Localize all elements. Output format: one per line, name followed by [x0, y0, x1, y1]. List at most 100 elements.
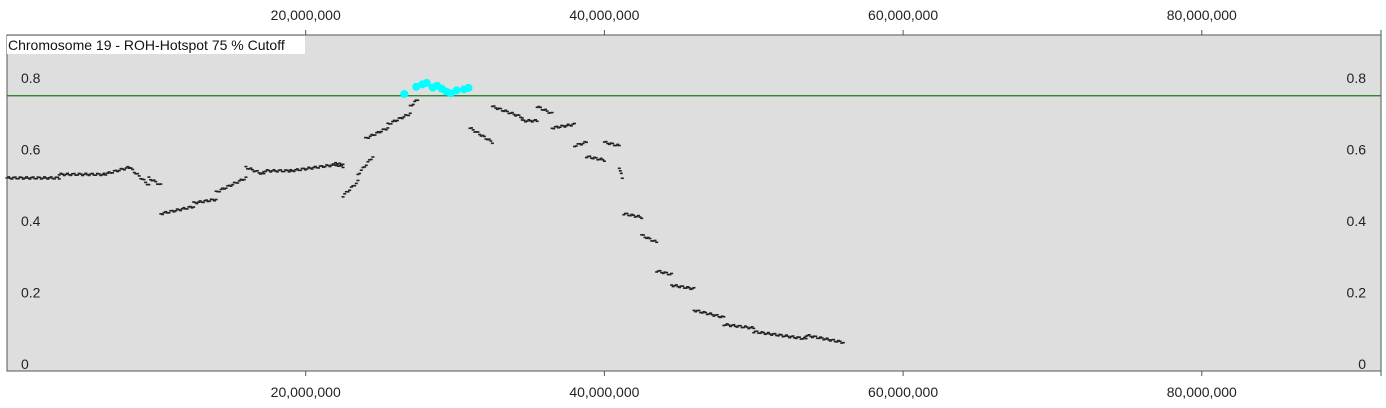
- data-point: [673, 284, 677, 287]
- data-point: [89, 173, 93, 175]
- data-point: [174, 210, 178, 212]
- data-point: [74, 174, 78, 177]
- data-point: [20, 176, 24, 179]
- data-point: [830, 338, 834, 341]
- data-point: [579, 143, 583, 146]
- data-point: [159, 183, 163, 185]
- data-point: [569, 125, 573, 127]
- data-point: [49, 176, 53, 178]
- data-point: [717, 315, 721, 318]
- data-point: [692, 309, 696, 312]
- y-tick-label-right: 0.8: [1347, 70, 1367, 86]
- data-point: [134, 172, 138, 175]
- data-point: [116, 170, 120, 173]
- data-point: [725, 323, 729, 325]
- data-point: [476, 131, 480, 133]
- data-point: [92, 174, 96, 176]
- data-point: [576, 143, 580, 145]
- data-point: [330, 164, 334, 167]
- data-point: [765, 332, 769, 335]
- hotspot-point: [464, 83, 473, 92]
- data-point: [648, 237, 652, 240]
- data-point: [568, 124, 572, 127]
- hotspot-points: [400, 78, 473, 98]
- data-point: [474, 131, 478, 133]
- data-point: [612, 144, 616, 147]
- data-point: [809, 335, 813, 338]
- x-tick-label-bottom: 40,000,000: [569, 384, 639, 400]
- data-point: [292, 170, 296, 173]
- data-point: [392, 119, 396, 122]
- data-point: [265, 169, 269, 171]
- data-point: [364, 164, 368, 167]
- y-tick-label-right: 0.2: [1347, 284, 1367, 300]
- data-point: [694, 310, 698, 313]
- data-point: [249, 167, 253, 169]
- data-point: [214, 198, 218, 201]
- data-point: [789, 335, 793, 338]
- data-point: [368, 135, 372, 138]
- data-point: [704, 311, 708, 314]
- data-point: [499, 107, 503, 110]
- data-point: [367, 137, 371, 139]
- data-point: [655, 271, 659, 273]
- data-point: [670, 284, 674, 286]
- data-point: [748, 326, 752, 329]
- data-point: [274, 170, 278, 172]
- data-point: [558, 126, 562, 129]
- data-point: [331, 163, 335, 165]
- data-point: [729, 325, 733, 328]
- data-point: [312, 166, 316, 169]
- data-point: [15, 177, 19, 180]
- data-point: [323, 165, 327, 168]
- data-point: [481, 134, 485, 137]
- data-point: [310, 168, 314, 170]
- data-point: [807, 334, 811, 336]
- data-point: [766, 331, 770, 334]
- data-point: [641, 234, 645, 236]
- data-point: [252, 170, 256, 173]
- data-point: [752, 327, 756, 330]
- data-point: [500, 110, 504, 112]
- data-point: [671, 285, 675, 288]
- data-point: [617, 144, 621, 147]
- data-point: [620, 177, 624, 180]
- data-point: [36, 176, 40, 178]
- data-point: [489, 140, 493, 142]
- data-point: [596, 158, 600, 161]
- data-point: [211, 198, 215, 201]
- data-point: [755, 330, 759, 333]
- data-point: [34, 177, 38, 180]
- data-point: [487, 138, 491, 140]
- data-point: [602, 141, 606, 143]
- data-point: [682, 287, 686, 289]
- data-point: [573, 122, 577, 125]
- data-point: [52, 178, 56, 180]
- data-point: [370, 133, 374, 136]
- data-point: [794, 337, 798, 340]
- data-point: [413, 100, 417, 103]
- data-point: [812, 335, 816, 338]
- data-point: [196, 201, 200, 203]
- data-point: [114, 169, 118, 172]
- data-point: [201, 201, 205, 204]
- data-point: [232, 181, 236, 184]
- data-point: [684, 287, 688, 289]
- data-point: [479, 135, 483, 137]
- data-point: [275, 171, 279, 173]
- data-point: [760, 331, 764, 333]
- data-point: [359, 169, 363, 171]
- data-point: [399, 116, 403, 119]
- data-point: [46, 178, 50, 180]
- data-point: [121, 168, 125, 170]
- data-point: [494, 107, 498, 109]
- data-point: [334, 161, 338, 164]
- data-point: [550, 127, 554, 130]
- data-point: [773, 332, 777, 335]
- data-point: [840, 342, 844, 344]
- data-point: [33, 177, 37, 180]
- data-point: [702, 310, 706, 313]
- data-point: [678, 286, 682, 289]
- data-point: [650, 240, 654, 242]
- data-point: [102, 173, 106, 176]
